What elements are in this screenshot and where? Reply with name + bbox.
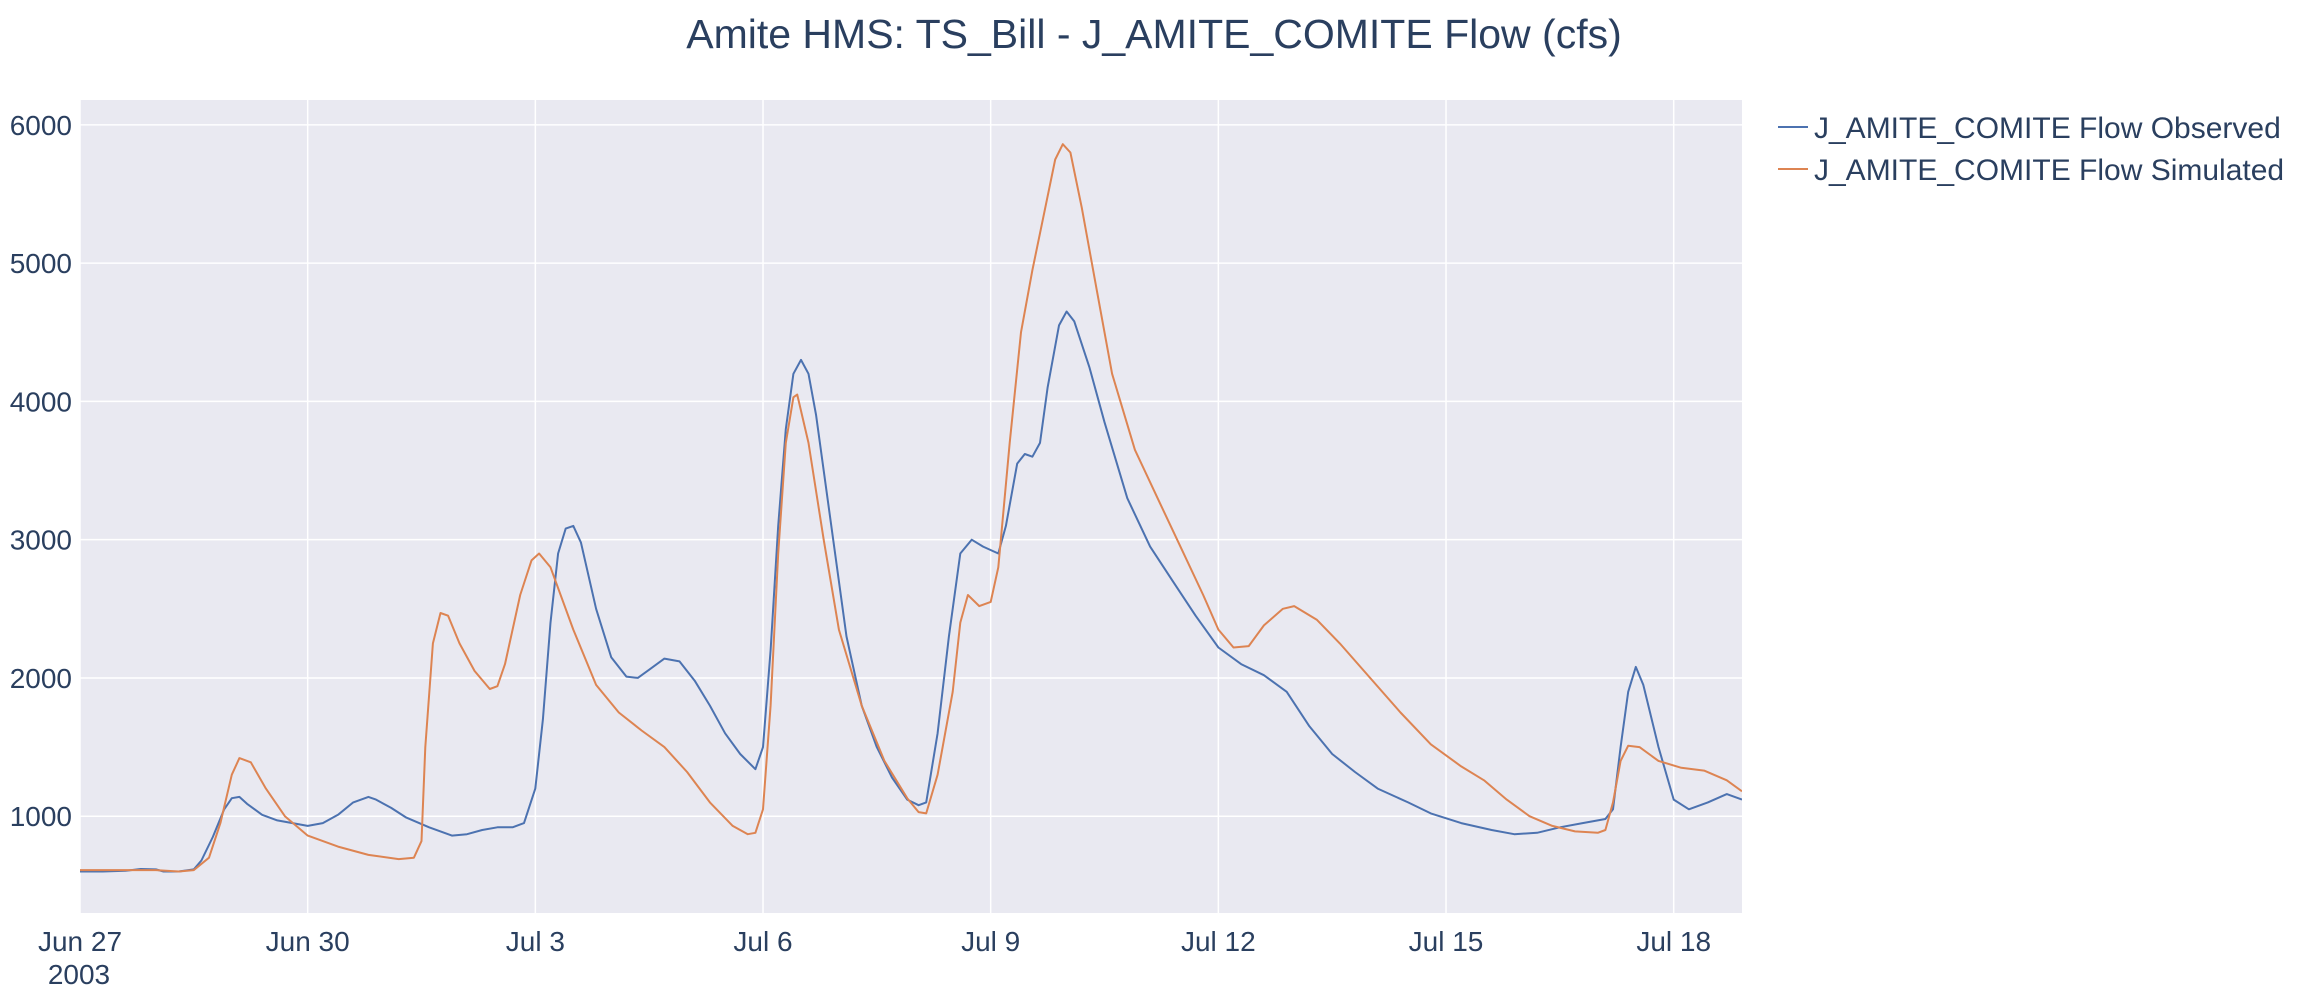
x-tick-label: Jun 27 xyxy=(38,926,122,957)
y-tick-label: 5000 xyxy=(10,248,72,279)
y-tick-label: 4000 xyxy=(10,386,72,417)
series-line-observed xyxy=(80,310,1742,873)
y-tick-label: 1000 xyxy=(10,801,72,832)
y-tick-label: 6000 xyxy=(10,110,72,141)
legend-item-simulated[interactable]: J_AMITE_COMITE Flow Simulated xyxy=(1778,154,2284,187)
legend-label: J_AMITE_COMITE Flow Simulated xyxy=(1814,154,2284,187)
series-line-simulated xyxy=(80,143,1742,873)
gridlines xyxy=(79,100,1742,913)
plot-area xyxy=(80,100,1742,913)
x-tick-label: Jul 6 xyxy=(733,926,792,957)
x-axis-ticks: Jun 27 Jun 30 Jul 3 Jul 6 Jul 9 Jul 12 Jul 15 J… xyxy=(38,926,1711,957)
y-tick-label: 2000 xyxy=(10,663,72,694)
x-tick-label: Jul 15 xyxy=(1409,926,1484,957)
y-tick-label: 3000 xyxy=(10,525,72,556)
y-axis-ticks: 1000 2000 3000 4000 5000 6000 xyxy=(10,110,72,832)
legend-item-observed[interactable]: J_AMITE_COMITE Flow Observed xyxy=(1778,112,2281,145)
x-tick-label: Jul 12 xyxy=(1181,926,1256,957)
chart-title: Amite HMS: TS_Bill - J_AMITE_COMITE Flow… xyxy=(686,11,1622,57)
x-year-label: 2003 xyxy=(48,959,110,990)
legend[interactable]: J_AMITE_COMITE Flow Observed J_AMITE_COMI… xyxy=(1778,112,2284,187)
x-tick-label: Jul 9 xyxy=(961,926,1020,957)
x-tick-label: Jul 3 xyxy=(506,926,565,957)
series-lines xyxy=(80,143,1742,873)
legend-label: J_AMITE_COMITE Flow Observed xyxy=(1814,112,2281,145)
x-tick-label: Jun 30 xyxy=(266,926,350,957)
x-tick-label: Jul 18 xyxy=(1636,926,1711,957)
